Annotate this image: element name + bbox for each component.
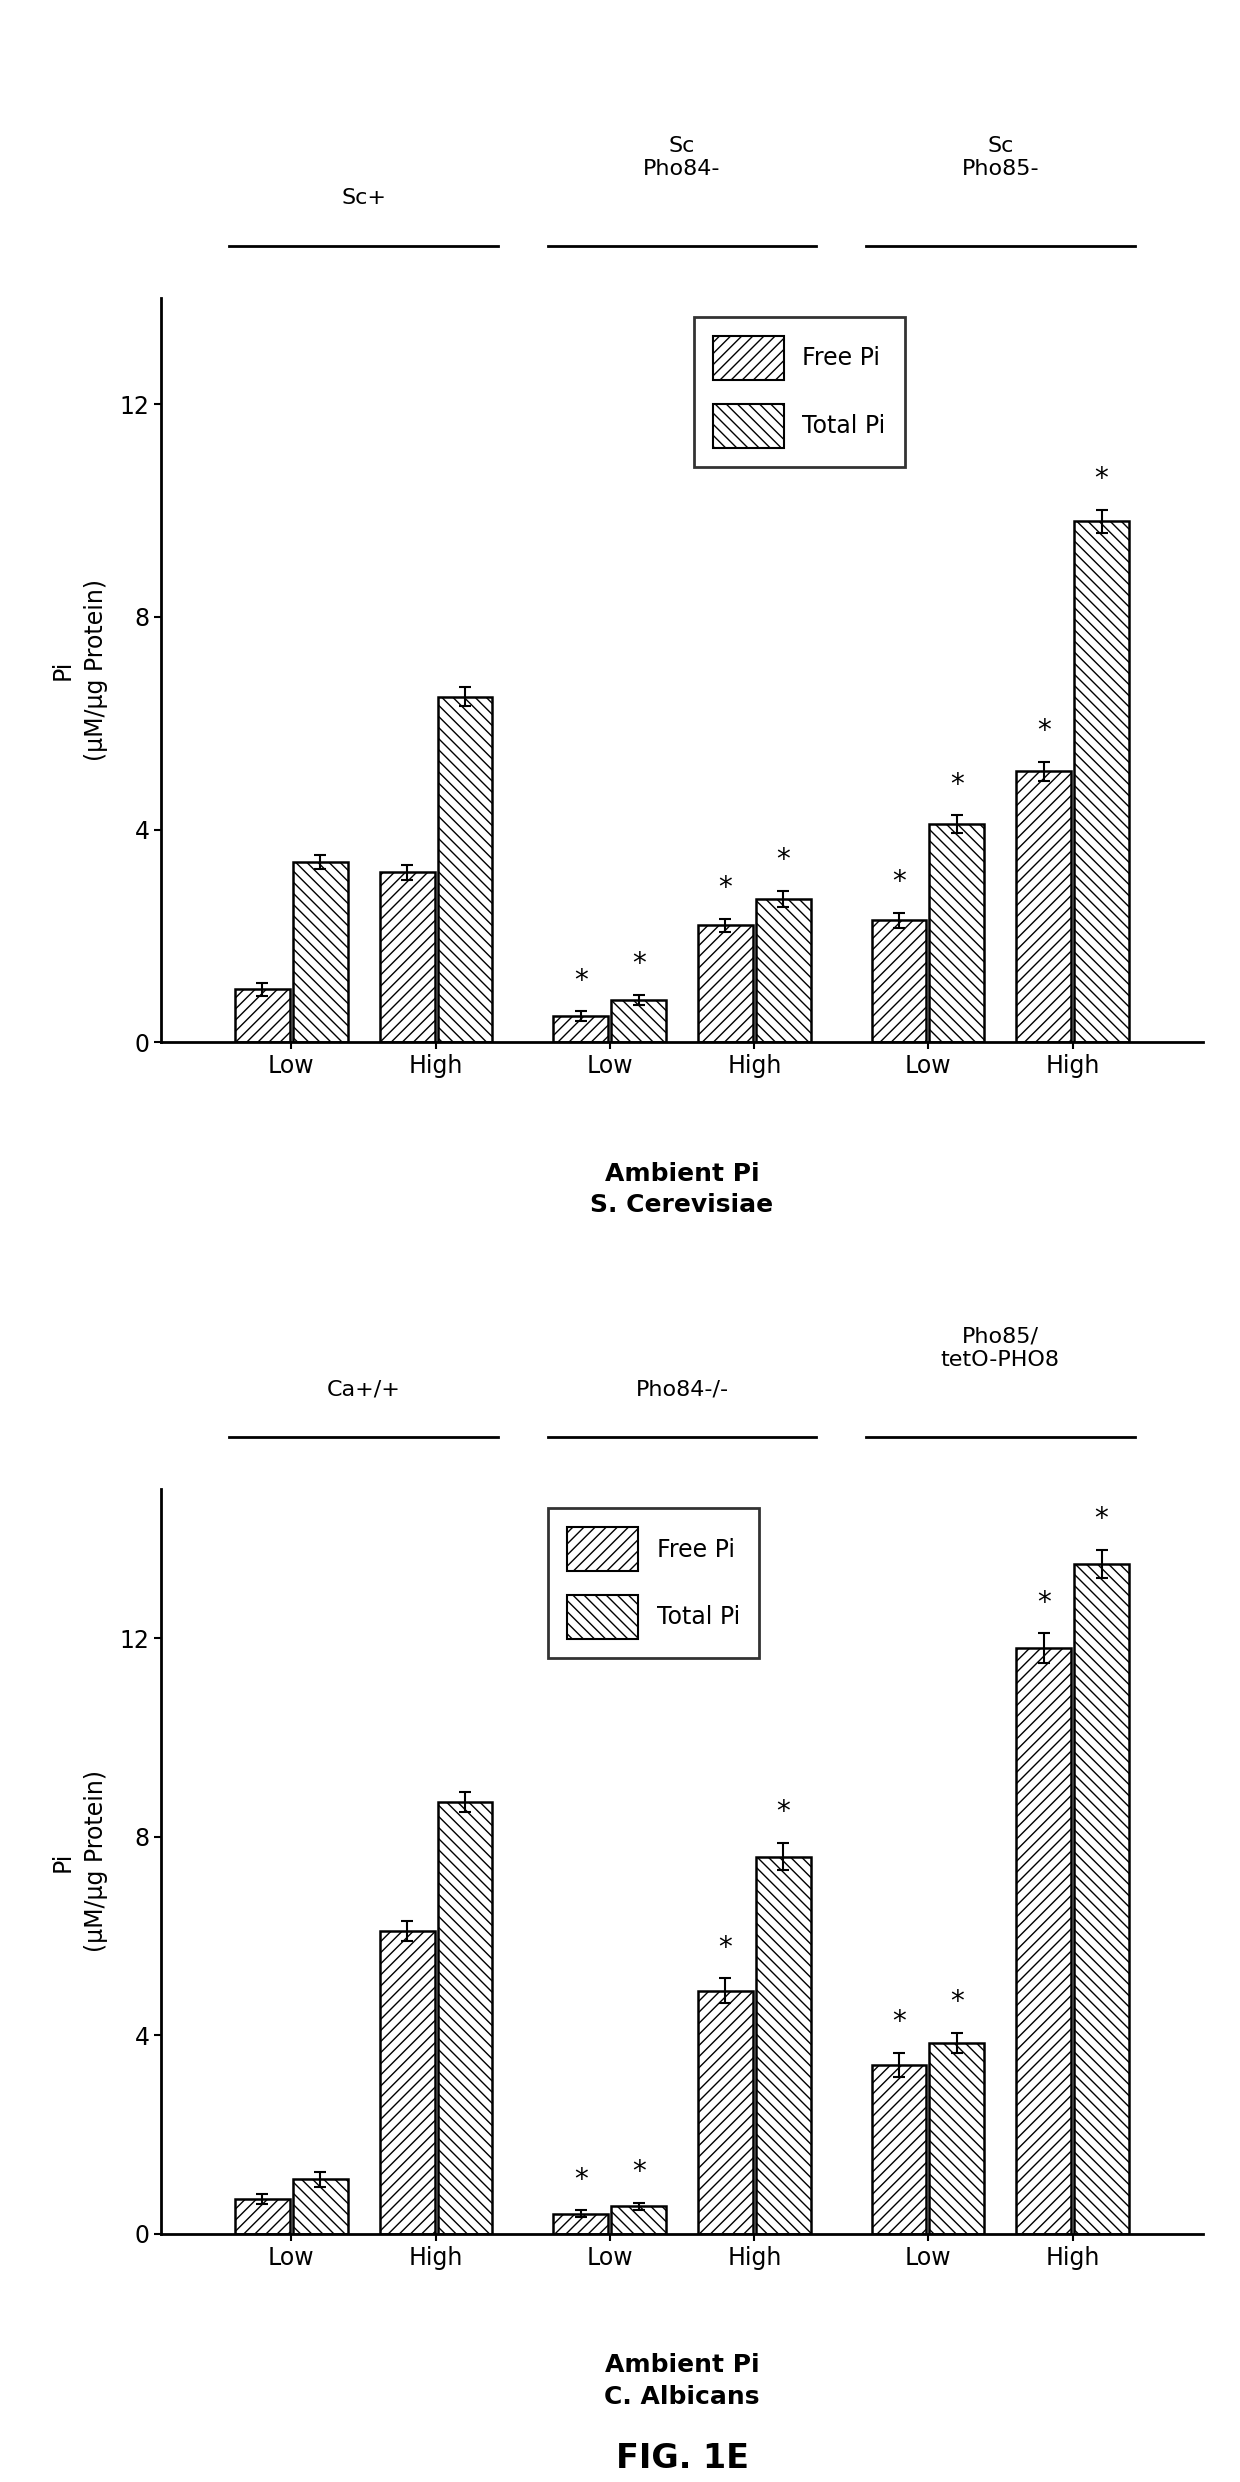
Bar [379, 871, 434, 1042]
Text: *: * [950, 1988, 963, 2015]
Text: *: * [574, 2167, 588, 2194]
Bar [379, 1931, 434, 2234]
Bar [755, 898, 811, 1042]
Bar [236, 990, 290, 1042]
Bar [930, 2043, 985, 2234]
Bar [930, 824, 985, 1042]
Bar [293, 861, 347, 1042]
Text: *: * [1095, 1507, 1109, 1534]
Bar [1017, 772, 1071, 1042]
Text: *: * [776, 846, 790, 874]
Bar [1017, 1648, 1071, 2234]
Text: *: * [718, 874, 733, 901]
Text: *: * [776, 1799, 790, 1827]
Legend: Free Pi, Total Pi: Free Pi, Total Pi [694, 318, 904, 467]
Text: *: * [892, 2008, 906, 2035]
Text: Pho85/
tetO-PHO8: Pho85/ tetO-PHO8 [941, 1328, 1060, 1370]
Bar [698, 926, 753, 1042]
Text: *: * [574, 965, 588, 995]
Legend: Free Pi, Total Pi: Free Pi, Total Pi [548, 1509, 759, 1658]
Bar [438, 697, 492, 1042]
Bar [438, 1802, 492, 2234]
Y-axis label: Pi
(μM/μg Protein): Pi (μM/μg Protein) [51, 578, 108, 762]
Text: *: * [1095, 464, 1109, 494]
Y-axis label: Pi
(μM/μg Protein): Pi (μM/μg Protein) [51, 1770, 108, 1953]
Bar [293, 2179, 347, 2234]
Bar [553, 1015, 609, 1042]
Bar [755, 1857, 811, 2234]
Bar [1074, 521, 1130, 1042]
Text: Sc
Pho84-: Sc Pho84- [644, 137, 720, 179]
Bar [1074, 1564, 1130, 2234]
Text: *: * [718, 1933, 733, 1961]
Bar [611, 1000, 666, 1042]
Text: *: * [631, 2159, 646, 2187]
Bar [872, 921, 926, 1042]
Text: Ambient Pi
S. Cerevisiae: Ambient Pi S. Cerevisiae [590, 1162, 774, 1216]
Text: Pho84-/-: Pho84-/- [635, 1380, 729, 1400]
Bar [236, 2199, 290, 2234]
Bar [611, 2206, 666, 2234]
Bar [872, 2065, 926, 2234]
Text: Ca+/+: Ca+/+ [327, 1380, 401, 1400]
Bar [698, 1991, 753, 2234]
Bar [553, 2214, 609, 2234]
Text: *: * [631, 951, 646, 978]
Text: *: * [892, 869, 906, 896]
Text: *: * [950, 772, 963, 799]
Text: FIG. 1E: FIG. 1E [615, 2442, 749, 2475]
Text: Sc+: Sc+ [341, 189, 386, 208]
Text: Sc
Pho85-: Sc Pho85- [961, 137, 1039, 179]
Text: *: * [1037, 717, 1050, 745]
Text: Ambient Pi
C. Albicans: Ambient Pi C. Albicans [604, 2353, 760, 2408]
Text: *: * [1037, 1588, 1050, 1616]
